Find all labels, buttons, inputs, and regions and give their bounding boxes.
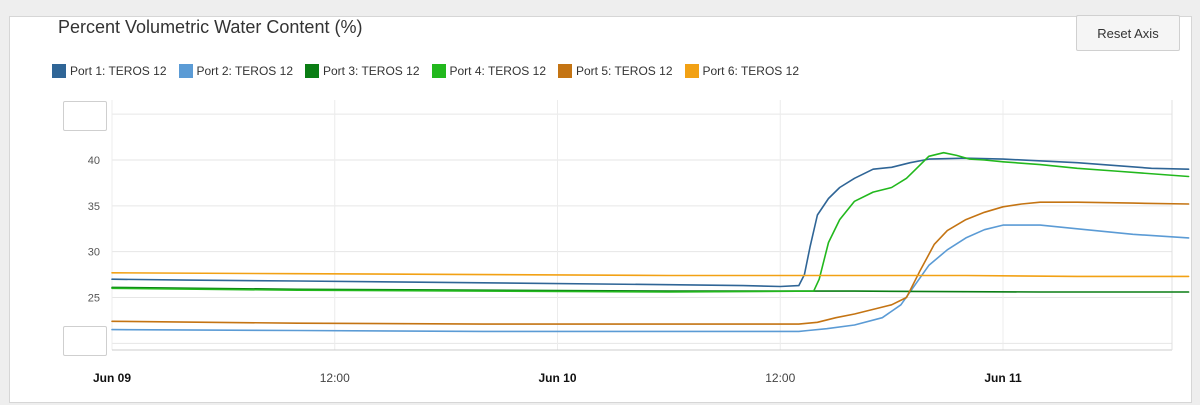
series-line-port-1[interactable]: [111, 157, 1190, 288]
reset-axis-button[interactable]: Reset Axis: [1076, 15, 1180, 51]
series-line-port-4[interactable]: [111, 151, 1190, 293]
legend-label: Port 5: TEROS 12: [576, 64, 673, 78]
legend-label: Port 4: TEROS 12: [449, 64, 547, 78]
y-tick-label: 30: [88, 247, 100, 259]
chart-legend: Port 1: TEROS 12 Port 2: TEROS 12 Port 3: …: [52, 63, 811, 79]
legend-label: Port 2: TEROS 12: [196, 64, 294, 78]
chart-grid: [111, 100, 1173, 351]
x-tick-label: Jun 11: [984, 371, 1022, 385]
series-line-port-2[interactable]: [111, 224, 1190, 333]
legend-item-port-5[interactable]: Port 5: TEROS 12: [558, 64, 673, 78]
legend-swatch: [305, 64, 319, 78]
x-tick-label: 12:00: [320, 371, 350, 385]
y-axis-min-input[interactable]: [63, 326, 107, 356]
chart-series: [111, 151, 1190, 333]
legend-label: Port 3: TEROS 12: [323, 64, 420, 78]
legend-label: Port 6: TEROS 12: [702, 64, 800, 78]
y-axis: 202530354045: [88, 109, 100, 350]
x-tick-label: 12:00: [765, 371, 795, 385]
legend-item-port-4[interactable]: Port 4: TEROS 12: [431, 64, 547, 78]
chart-title: Percent Volumetric Water Content (%): [58, 17, 363, 37]
legend-item-port-2[interactable]: Port 2: TEROS 12: [178, 64, 294, 78]
y-tick-label: 25: [88, 293, 100, 305]
y-tick-label: 40: [88, 155, 100, 167]
legend-item-port-6[interactable]: Port 6: TEROS 12: [684, 64, 800, 78]
legend-swatch: [52, 64, 66, 78]
legend-swatch: [178, 64, 193, 78]
x-tick-label: Jun 10: [538, 371, 576, 385]
y-axis-max-input[interactable]: [63, 101, 107, 131]
series-line-port-6[interactable]: [111, 271, 1190, 278]
x-tick-label: Jun 09: [93, 371, 131, 385]
y-tick-label: 35: [88, 201, 100, 213]
legend-item-port-1[interactable]: Port 1: TEROS 12: [52, 64, 167, 78]
legend-label: Port 1: TEROS 12: [70, 64, 167, 78]
legend-swatch: [431, 64, 446, 78]
legend-swatch: [684, 64, 699, 78]
series-line-port-5[interactable]: [111, 201, 1190, 325]
series-line-port-3[interactable]: [111, 286, 1190, 293]
legend-item-port-3[interactable]: Port 3: TEROS 12: [305, 64, 420, 78]
legend-swatch: [558, 64, 572, 78]
x-axis: Jun 09 12:00 Jun 10 12:00 Jun 11: [93, 371, 1022, 385]
